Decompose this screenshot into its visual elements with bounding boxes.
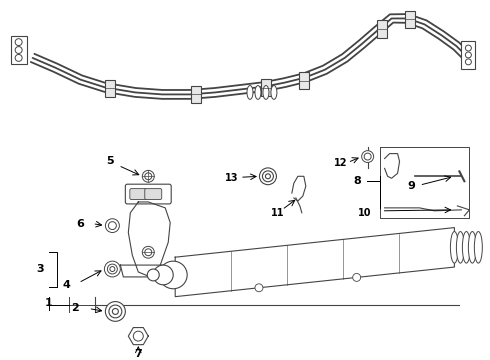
Circle shape: [255, 284, 263, 292]
Circle shape: [142, 246, 154, 258]
Text: 1: 1: [45, 298, 52, 307]
Circle shape: [133, 331, 143, 341]
Circle shape: [362, 150, 374, 162]
Circle shape: [104, 261, 121, 277]
Bar: [105, 80, 115, 97]
FancyBboxPatch shape: [130, 189, 147, 199]
Ellipse shape: [255, 86, 261, 99]
Text: 2: 2: [72, 303, 79, 314]
Circle shape: [112, 309, 119, 314]
Text: 5: 5: [106, 156, 114, 166]
Text: 13: 13: [224, 173, 238, 183]
Circle shape: [466, 52, 471, 58]
Text: 3: 3: [37, 264, 45, 274]
Text: 8: 8: [354, 176, 362, 186]
Circle shape: [153, 265, 173, 285]
Circle shape: [145, 173, 152, 180]
Circle shape: [109, 305, 122, 318]
Text: 11: 11: [271, 208, 285, 218]
Text: 4: 4: [63, 280, 71, 290]
Polygon shape: [121, 265, 168, 277]
Text: 9: 9: [408, 181, 416, 191]
Polygon shape: [128, 328, 148, 345]
Ellipse shape: [468, 231, 476, 263]
Ellipse shape: [450, 231, 458, 263]
Circle shape: [466, 59, 471, 65]
Circle shape: [159, 261, 187, 289]
Circle shape: [260, 168, 276, 185]
Bar: [261, 78, 271, 96]
Ellipse shape: [474, 231, 482, 263]
Ellipse shape: [263, 86, 269, 99]
Circle shape: [364, 153, 371, 160]
Circle shape: [145, 249, 152, 256]
Bar: [191, 86, 201, 103]
Circle shape: [105, 219, 120, 233]
Bar: [299, 72, 309, 90]
Text: 7: 7: [134, 349, 142, 359]
Circle shape: [142, 170, 154, 182]
Circle shape: [107, 264, 118, 274]
Circle shape: [15, 39, 22, 46]
Circle shape: [263, 171, 273, 182]
FancyBboxPatch shape: [125, 184, 171, 204]
Circle shape: [105, 302, 125, 321]
Circle shape: [466, 45, 471, 51]
Polygon shape: [128, 202, 170, 277]
Bar: [405, 10, 415, 28]
FancyBboxPatch shape: [145, 189, 162, 199]
Circle shape: [266, 174, 270, 179]
Text: 12: 12: [334, 158, 348, 168]
Text: 6: 6: [76, 219, 84, 229]
Bar: [377, 21, 387, 38]
Circle shape: [353, 274, 361, 282]
Ellipse shape: [456, 231, 465, 263]
Circle shape: [147, 269, 159, 281]
Text: 10: 10: [358, 208, 371, 218]
Circle shape: [108, 222, 116, 230]
Circle shape: [110, 266, 115, 271]
Ellipse shape: [247, 86, 253, 99]
Circle shape: [15, 46, 22, 54]
Ellipse shape: [463, 231, 470, 263]
Bar: [462, 41, 475, 69]
Circle shape: [15, 54, 22, 61]
Bar: [11, 36, 26, 64]
Ellipse shape: [271, 86, 277, 99]
